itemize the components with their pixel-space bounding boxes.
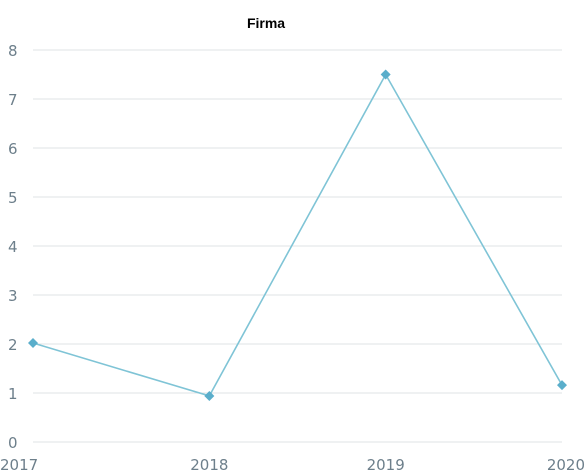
y-tick-label: 0 <box>8 434 18 452</box>
chart-title: Firma <box>247 15 285 31</box>
y-tick-label: 2 <box>8 336 18 354</box>
series-line <box>32 72 563 397</box>
data-point[interactable] <box>557 380 567 391</box>
y-tick-label: 5 <box>8 189 18 207</box>
x-tick-label: 2018 <box>190 456 228 474</box>
x-tick-label: 2019 <box>367 456 405 474</box>
y-tick-label: 4 <box>8 238 18 256</box>
x-tick-label: 2017 <box>0 456 38 474</box>
data-point[interactable] <box>380 69 391 80</box>
gridlines <box>33 49 562 443</box>
y-tick-label: 6 <box>8 140 18 158</box>
x-tick-label: 2020 <box>547 456 585 474</box>
data-point[interactable] <box>204 390 215 401</box>
y-tick-label: 1 <box>8 385 18 403</box>
y-tick-label: 8 <box>8 42 18 60</box>
y-tick-label: 3 <box>8 287 18 305</box>
series-group <box>28 69 567 401</box>
y-axis-tick-labels: 0 1 2 3 4 5 6 7 8 <box>8 42 18 452</box>
y-tick-label: 7 <box>8 91 18 109</box>
data-point[interactable] <box>28 338 38 349</box>
x-axis-tick-labels: 2017 2018 2019 2020 <box>0 456 585 474</box>
